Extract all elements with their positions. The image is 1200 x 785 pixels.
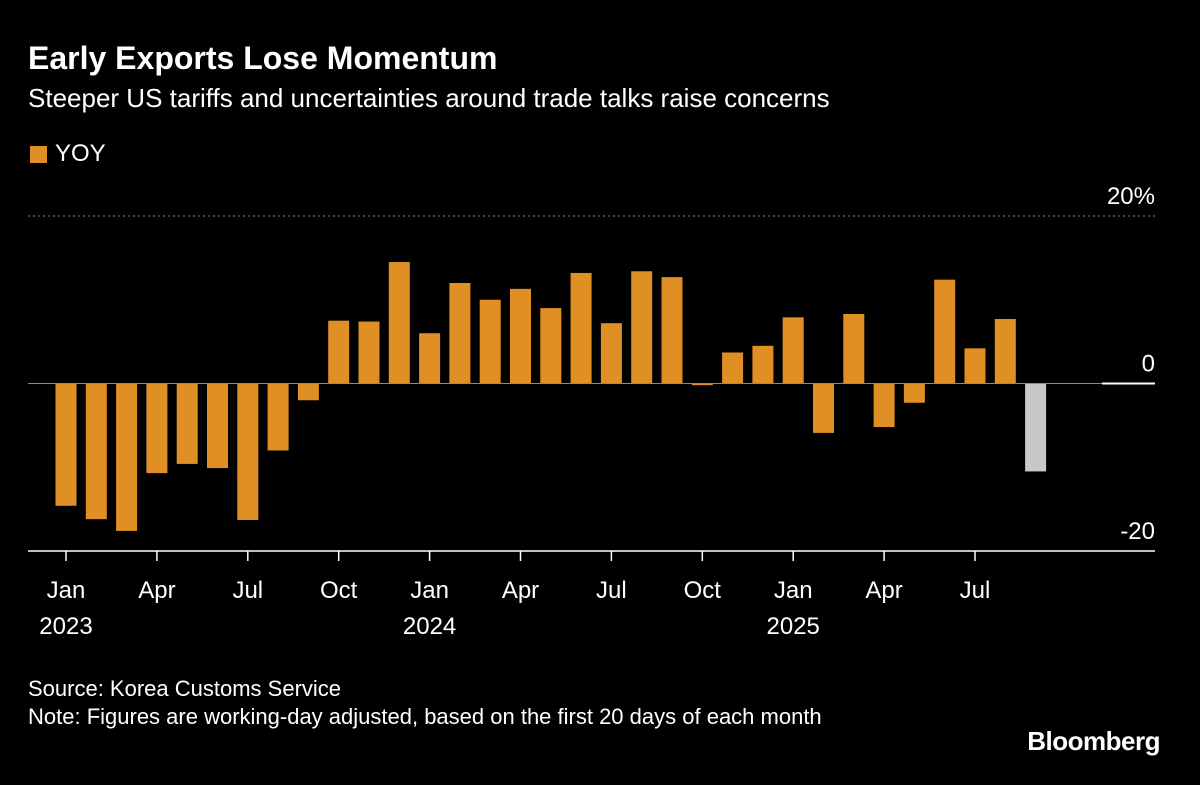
x-tick-label: Jan — [410, 577, 449, 604]
bar-sep-2023 — [297, 383, 319, 401]
bar-mar-2025 — [843, 313, 865, 384]
x-tick-label: Jul — [232, 577, 263, 604]
legend-swatch — [30, 145, 47, 163]
bloomberg-logo: Bloomberg — [1027, 726, 1160, 756]
bar-may-2023 — [176, 383, 198, 464]
bar-chart: 20% 0 -20 Jan 2023 Apr Jul Oct Jan 2024 Apr Jul Oct J… — [28, 183, 1155, 640]
bar-apr-2025 — [873, 383, 895, 428]
bar-apr-2024 — [510, 288, 531, 384]
bar-jan-2024 — [419, 333, 441, 384]
bar-apr-2023 — [146, 383, 168, 474]
footer: Source: Korea Customs Service Note: Figu… — [28, 675, 908, 731]
footnote: Note: Figures are working-day adjusted, … — [28, 704, 822, 729]
bar-jan-2025 — [782, 317, 804, 384]
bar-feb-2025 — [813, 383, 834, 433]
bar-jun-2025 — [934, 279, 956, 384]
bar-mar-2024 — [479, 299, 501, 384]
x-tick-label: Jan — [774, 577, 813, 604]
x-tick-label: Apr — [138, 577, 175, 604]
bar-jul-2023 — [237, 383, 259, 521]
legend-label: YOY — [55, 140, 106, 167]
chart-title: Early Exports Lose Momentum — [28, 40, 498, 76]
legend: YOY — [30, 140, 106, 168]
bar-aug-2025 — [994, 319, 1016, 384]
bar-nov-2024 — [722, 352, 744, 384]
bar-oct-2024 — [691, 383, 713, 386]
y-tick-label: 20% — [1107, 183, 1155, 210]
source-note: Source: Korea Customs Service — [28, 676, 342, 701]
bar-feb-2023 — [85, 383, 107, 520]
x-tick-label: Jul — [960, 577, 991, 604]
bar-dec-2024 — [752, 345, 774, 384]
bar-sep-2025 — [1025, 383, 1047, 472]
bar-jun-2024 — [570, 272, 592, 384]
x-tick-label: Oct — [320, 577, 358, 604]
bar-jul-2025 — [964, 348, 986, 384]
x-tick-label: Jan — [47, 577, 86, 604]
x-year-label: 2024 — [403, 613, 456, 640]
bar-mar-2023 — [116, 383, 138, 531]
x-tick-label: Jul — [596, 577, 627, 604]
bar-jan-2023 — [55, 383, 77, 506]
bar-may-2025 — [903, 383, 925, 403]
bar-aug-2024 — [631, 271, 653, 384]
x-tick-label: Oct — [684, 577, 722, 604]
y-tick-label: -20 — [1120, 518, 1155, 545]
x-year-label: 2025 — [767, 613, 820, 640]
bar-feb-2024 — [449, 283, 471, 384]
x-tick-label: Apr — [502, 577, 539, 604]
bar-nov-2023 — [358, 321, 380, 384]
chart-subtitle: Steeper US tariffs and uncertainties aro… — [28, 83, 830, 113]
bar-jun-2023 — [207, 383, 228, 469]
bar-aug-2023 — [267, 383, 289, 451]
bar-dec-2023 — [388, 262, 410, 384]
bar-jul-2024 — [600, 323, 622, 384]
bar-sep-2024 — [661, 277, 683, 384]
bar-may-2024 — [540, 308, 562, 384]
x-year-label: 2023 — [39, 613, 92, 640]
x-tick-label: Apr — [865, 577, 902, 604]
y-tick-label: 0 — [1142, 351, 1155, 378]
bar-oct-2023 — [328, 320, 350, 384]
